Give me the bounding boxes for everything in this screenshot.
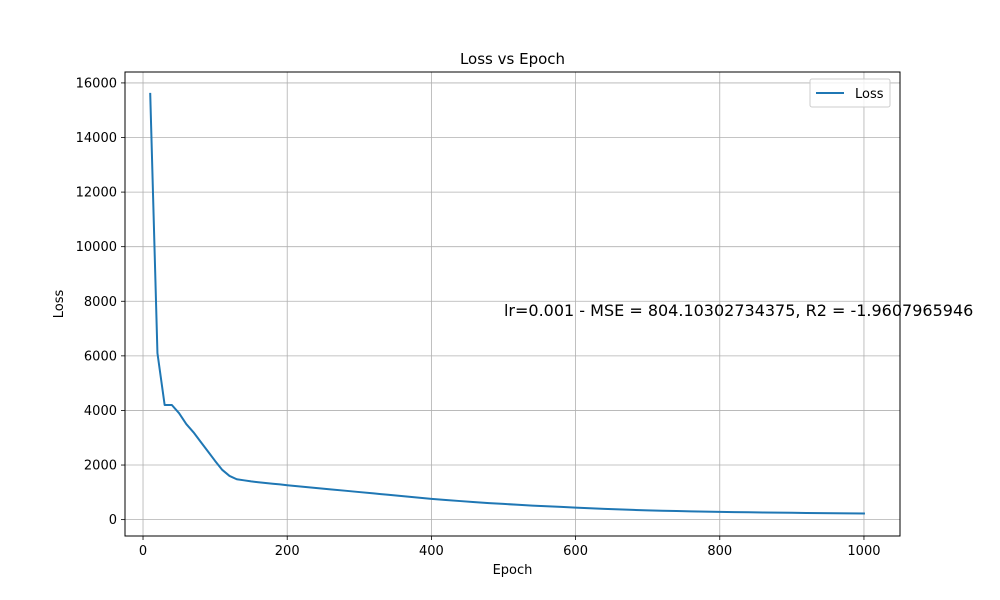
x-tick-label: 1000 [847,544,880,559]
x-tick-label: 0 [139,544,147,559]
y-tick-label: 6000 [84,349,117,364]
y-tick-label: 14000 [76,131,117,146]
grid-lines [125,72,900,536]
x-tick-label: 400 [419,544,444,559]
y-tick-label: 0 [109,513,117,528]
series-line-loss [149,92,865,515]
x-axis-label: Epoch [493,563,533,578]
y-tick-label: 8000 [84,295,117,310]
x-tick-label: 200 [275,544,300,559]
y-tick-label: 10000 [76,240,117,255]
legend-box [809,78,891,108]
y-tick-label: 12000 [76,186,117,201]
x-tick-label: 800 [707,544,732,559]
legend-label-loss: Loss [855,87,884,102]
plot-frame [124,71,901,537]
axis-ticks: 0 200 400 600 800 100002000400060008000100001… [76,76,881,559]
metrics-annotation: lr=0.001 - MSE = 804.10302734375, R2 = -… [504,301,973,320]
y-tick-label: 2000 [84,459,117,474]
legend: Loss [809,78,891,108]
x-tick-label: 600 [563,544,588,559]
y-tick-label: 16000 [76,76,117,91]
chart-title: Loss vs Epoch [460,50,565,68]
series-layer [149,92,865,515]
y-tick-label: 4000 [84,404,117,419]
y-axis-label: Loss [52,290,67,319]
